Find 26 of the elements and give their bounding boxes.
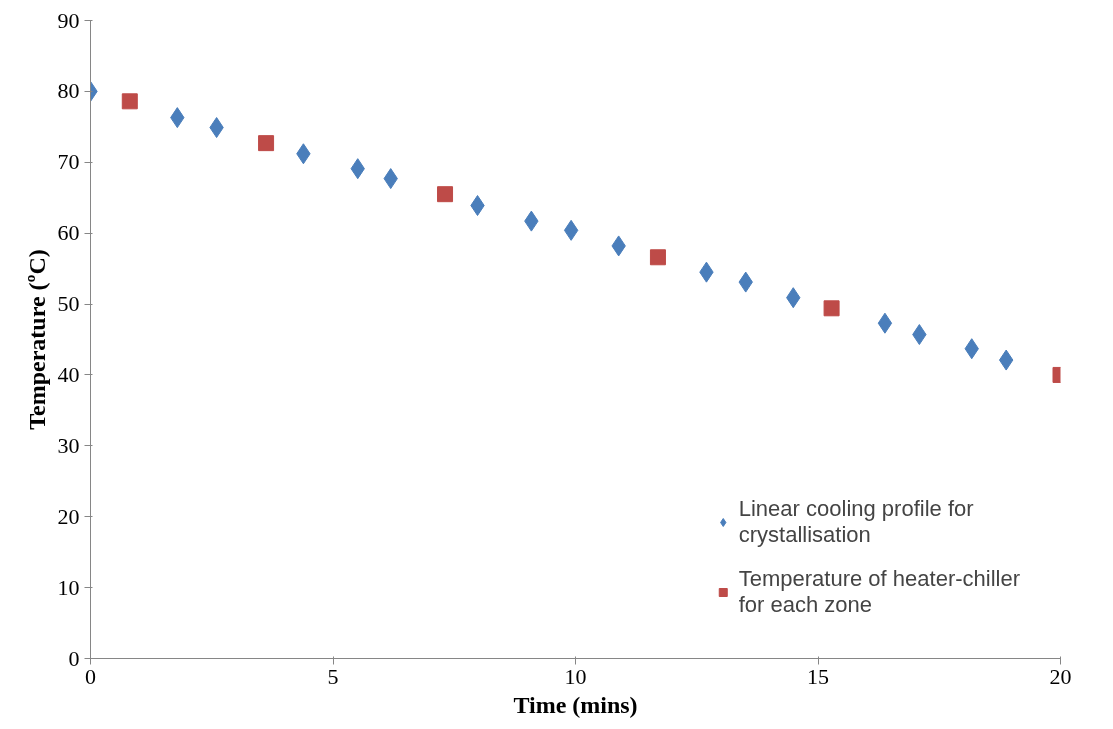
point	[649, 249, 666, 266]
y-tick-label: 80	[57, 78, 80, 104]
x-axis-title: Time (mins)	[513, 691, 638, 718]
point	[121, 93, 138, 110]
x-tick-label: 20	[1049, 663, 1072, 689]
x-tick-label: 0	[85, 663, 96, 689]
point	[437, 186, 454, 203]
x-tick-label: 10	[564, 663, 587, 689]
legend-label: Temperature of heater-chiller for each zone	[738, 566, 1020, 618]
x-tick-label: 5	[327, 663, 339, 689]
y-tick-label: 70	[57, 149, 80, 175]
y-tick-label: 30	[57, 432, 80, 458]
point	[258, 135, 275, 152]
x-tick-label: 15	[807, 663, 829, 689]
point	[877, 312, 893, 334]
y-axis-title: Temperature (ºC)	[23, 249, 50, 430]
legend-label: Linear cooling profile for crystallisation	[738, 496, 974, 548]
point	[823, 300, 840, 317]
y-tick-label: 40	[57, 361, 80, 387]
y-tick-label: 60	[57, 220, 80, 246]
y-tick-label: 20	[57, 503, 80, 529]
y-tick-label: 50	[57, 291, 80, 317]
y-tick-label: 10	[57, 574, 80, 600]
point	[563, 219, 579, 241]
y-tick-label: 0	[68, 645, 80, 671]
y-tick-label: 90	[57, 7, 80, 33]
